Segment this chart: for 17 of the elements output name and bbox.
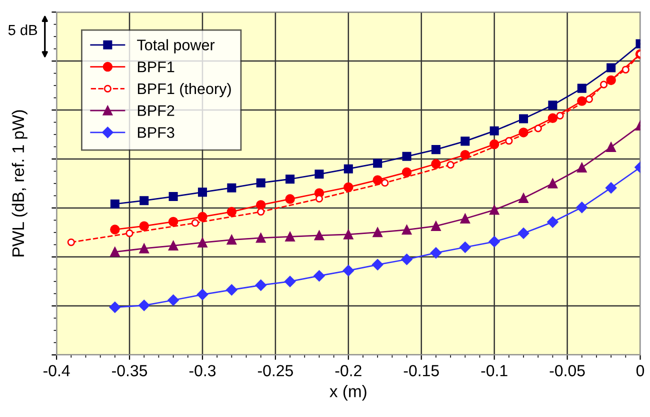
legend-label: BPF3 bbox=[138, 127, 174, 138]
x-tick-label: -0.2 bbox=[335, 365, 362, 376]
x-tick-label: -0.05 bbox=[550, 365, 585, 376]
x-axis-title: x (m) bbox=[330, 385, 366, 401]
x-tick-label: 0 bbox=[636, 365, 644, 376]
x-tick-label: -0.25 bbox=[258, 365, 293, 376]
x-tick-label: -0.35 bbox=[112, 365, 148, 376]
legend-label: Total power bbox=[137, 39, 215, 54]
x-tick-label: -0.3 bbox=[189, 365, 216, 376]
x-tick-label: -0.15 bbox=[404, 365, 439, 376]
x-tick-label: -0.4 bbox=[44, 365, 70, 376]
text: 5 dB bbox=[8, 24, 38, 36]
legend-label: BPF1 (theory) bbox=[138, 82, 231, 98]
legend-label: BPF1 bbox=[138, 62, 174, 72]
y-axis-title: PWL (dB, ref. 1 pW) bbox=[12, 110, 28, 256]
x-tick-label: -0.1 bbox=[481, 365, 508, 376]
legend-label: BPF2 bbox=[138, 105, 174, 116]
